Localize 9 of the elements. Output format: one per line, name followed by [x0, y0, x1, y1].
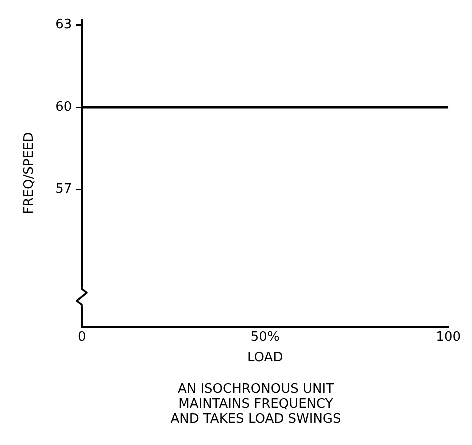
y-tick-label: 63 [56, 18, 72, 33]
text: AN ISOCHRONOUS UNIT MAINTAINS FREQUENCY AND TAKES LOAD SWINGS [170, 382, 342, 427]
y-tick-label: 60 [56, 100, 72, 115]
y-tick-label: 57 [56, 182, 72, 198]
x-tick-label: 0 [78, 330, 86, 345]
x-tick-label: 50% [250, 330, 280, 345]
x-axis-title: LOAD [248, 350, 284, 366]
y-axis-title: FREQ/SPEED [22, 132, 38, 214]
x-tick-label: 100 [436, 330, 462, 345]
